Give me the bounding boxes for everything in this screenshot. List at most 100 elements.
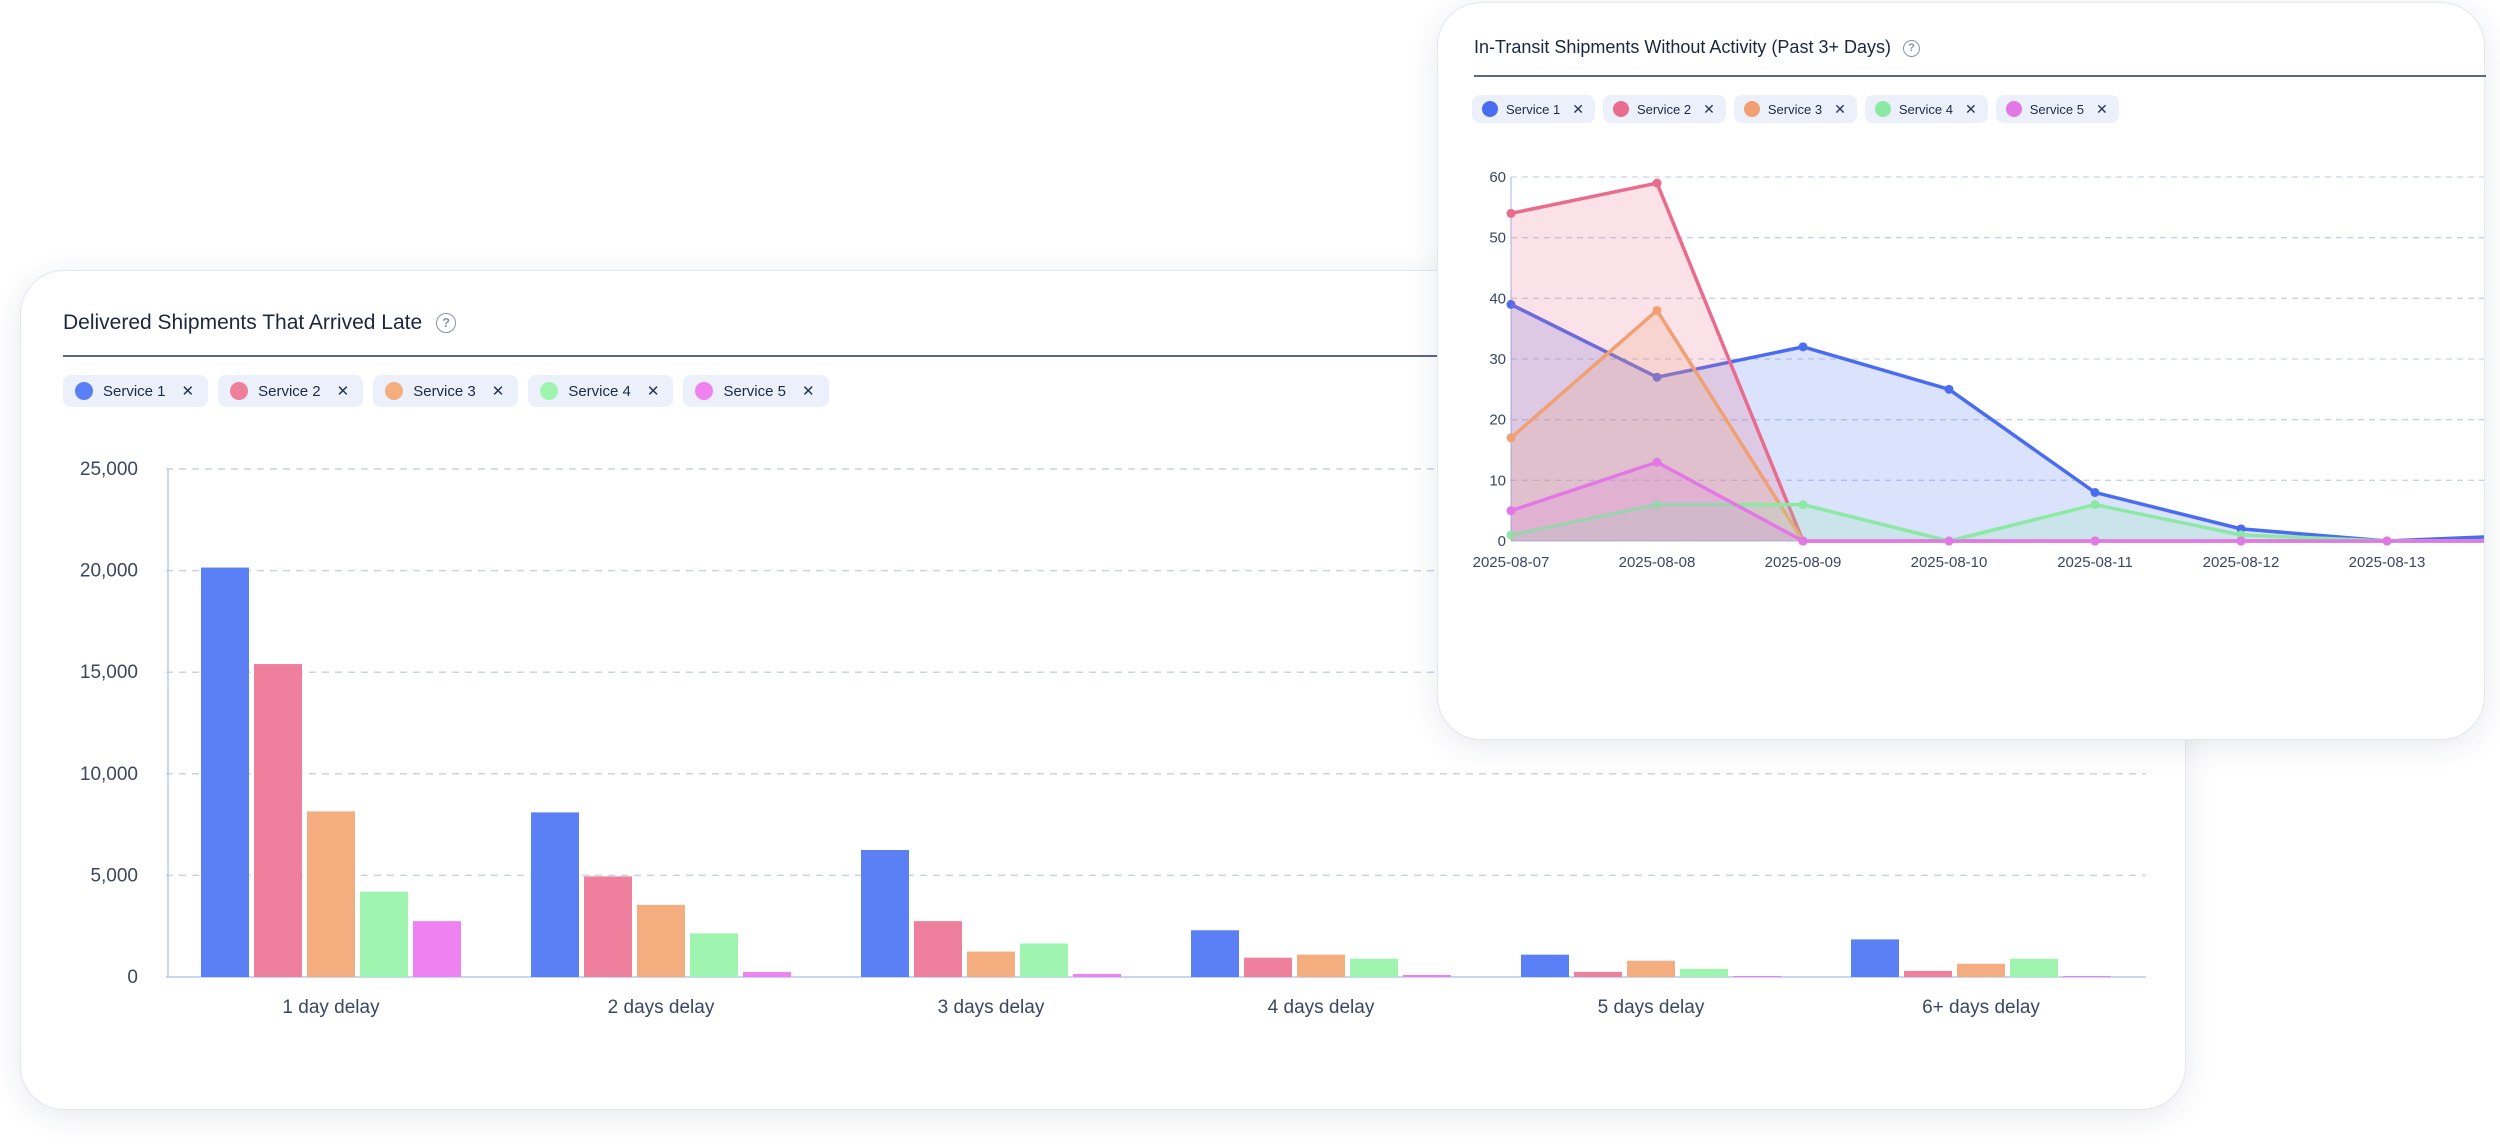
legend-chip-label: Service 1	[103, 382, 166, 400]
bar	[1403, 974, 1451, 977]
legend-chip-service-3[interactable]: Service 3 ✕	[1733, 95, 1857, 123]
bar	[254, 664, 302, 977]
y-tick-label: 15,000	[80, 662, 138, 683]
close-icon[interactable]: ✕	[1703, 100, 1715, 117]
bar	[1957, 963, 2005, 977]
bar	[690, 933, 738, 977]
bar	[1521, 954, 1569, 977]
legend-dot	[695, 382, 714, 400]
x-tick-label: 2025-08-09	[1765, 554, 1842, 571]
legend-chip-label: Service 3	[413, 382, 476, 400]
data-point	[1506, 208, 1516, 218]
bar	[1073, 973, 1121, 977]
data-point	[1506, 530, 1516, 540]
bar	[531, 812, 579, 977]
legend-chip-service-2[interactable]: Service 2 ✕	[1602, 95, 1726, 123]
data-point	[1652, 500, 1662, 510]
legend-chip-service-2[interactable]: Service 2 ✕	[218, 375, 364, 407]
data-point	[2382, 536, 2392, 546]
bar	[1733, 975, 1781, 977]
legend-chip-service-5[interactable]: Service 5 ✕	[1995, 95, 2119, 123]
data-point	[2090, 536, 2100, 546]
legend-chip-service-4[interactable]: Service 4 ✕	[528, 375, 674, 407]
legend-chip-label: Service 2	[1636, 101, 1692, 117]
legend-dot	[1743, 101, 1760, 117]
close-icon[interactable]: ✕	[1834, 100, 1846, 117]
legend-chip-label: Service 5	[2029, 101, 2084, 117]
series-line	[1510, 460, 2484, 543]
x-tick-label: 1 day delay	[282, 997, 380, 1018]
data-point	[2090, 500, 2100, 510]
legend-chip-service-5[interactable]: Service 5 ✕	[683, 375, 829, 407]
series-area	[1511, 462, 2484, 541]
x-tick-label: 2025-08-10	[1911, 554, 1988, 571]
y-tick-label: 10	[1489, 472, 1506, 489]
in-transit-area-chart: 0 10 20 30 40 50 60 2025-08-07 2025-08-08 2025-08…	[1473, 169, 2484, 571]
title-divider	[1474, 75, 2486, 77]
legend-chip-service-1[interactable]: Service 1 ✕	[1472, 95, 1595, 123]
x-tick-label: 6+ days delay	[1922, 997, 2040, 1018]
y-tick-label: 0	[1498, 533, 1506, 550]
close-icon[interactable]: ✕	[1572, 100, 1584, 117]
close-icon[interactable]: ✕	[1965, 100, 1977, 117]
legend-dot	[2005, 101, 2022, 117]
data-point	[1652, 372, 1662, 382]
close-icon[interactable]: ✕	[491, 383, 505, 400]
legend-chip-label: Service 1	[1506, 101, 1561, 117]
bar	[967, 951, 1015, 977]
bar	[1244, 957, 1292, 977]
data-point	[1652, 178, 1662, 188]
close-icon[interactable]: ✕	[801, 383, 815, 400]
legend-chip-label: Service 5	[723, 382, 786, 400]
bar	[914, 921, 962, 977]
close-icon[interactable]: ✕	[646, 383, 660, 400]
legend-dot	[1612, 101, 1629, 117]
close-icon[interactable]: ✕	[336, 383, 350, 400]
bar	[1627, 960, 1675, 977]
bar	[1904, 970, 1952, 977]
y-tick-label: 50	[1489, 230, 1506, 247]
data-point	[2090, 487, 2100, 497]
legend-chip-label: Service 2	[258, 382, 321, 400]
late-shipments-bar-chart: 0 5,000 10,000 15,000 20,000 25,000 1 day dela…	[80, 459, 2146, 1018]
x-tick-label: 2025-08-07	[1473, 554, 1550, 571]
data-point	[1506, 433, 1516, 443]
bar	[1020, 943, 1068, 977]
close-icon[interactable]: ✕	[2095, 100, 2108, 117]
y-tick-label: 40	[1489, 290, 1506, 307]
legend-dot	[385, 382, 404, 400]
legend-chips: Service 1 ✕ Service 2 ✕ Service 3 ✕ Service…	[63, 375, 829, 407]
x-tick-label: 2025-08-12	[2203, 554, 2280, 571]
help-icon[interactable]: ?	[436, 313, 457, 334]
legend-chip-label: Service 4	[1898, 101, 1954, 117]
bar	[201, 567, 249, 977]
data-point	[1944, 384, 1954, 394]
y-tick-label: 0	[127, 967, 138, 988]
legend-chip-service-1[interactable]: Service 1 ✕	[63, 375, 209, 407]
legend-chips: Service 1 ✕ Service 2 ✕ Service 3 ✕ Service…	[1472, 95, 2119, 123]
help-icon[interactable]: ?	[1902, 39, 1920, 57]
legend-chip-service-3[interactable]: Service 3 ✕	[373, 375, 519, 407]
bar	[307, 811, 355, 977]
close-icon[interactable]: ✕	[181, 383, 195, 400]
y-tick-label: 25,000	[80, 459, 138, 480]
y-tick-label: 30	[1489, 351, 1506, 368]
legend-dot	[1874, 101, 1891, 117]
data-point	[1652, 305, 1662, 315]
y-tick-label: 10,000	[80, 764, 138, 785]
bar	[637, 904, 685, 977]
bar	[1297, 954, 1345, 977]
x-tick-label: 4 days delay	[1268, 997, 1375, 1018]
bar	[743, 971, 791, 977]
bar	[1851, 939, 1899, 977]
y-tick-label: 5,000	[90, 865, 138, 886]
legend-chip-label: Service 3	[1767, 101, 1823, 117]
data-point	[1798, 536, 1808, 546]
legend-dot	[1482, 101, 1498, 117]
in-transit-card: In-Transit Shipments Without Activity (P…	[1437, 2, 2486, 740]
bar	[1191, 930, 1239, 977]
x-tick-label: 5 days delay	[1598, 997, 1705, 1018]
series-area	[1511, 310, 2484, 541]
legend-chip-service-4[interactable]: Service 4 ✕	[1864, 95, 1988, 123]
x-tick-label: 2025-08-08	[1619, 554, 1696, 571]
